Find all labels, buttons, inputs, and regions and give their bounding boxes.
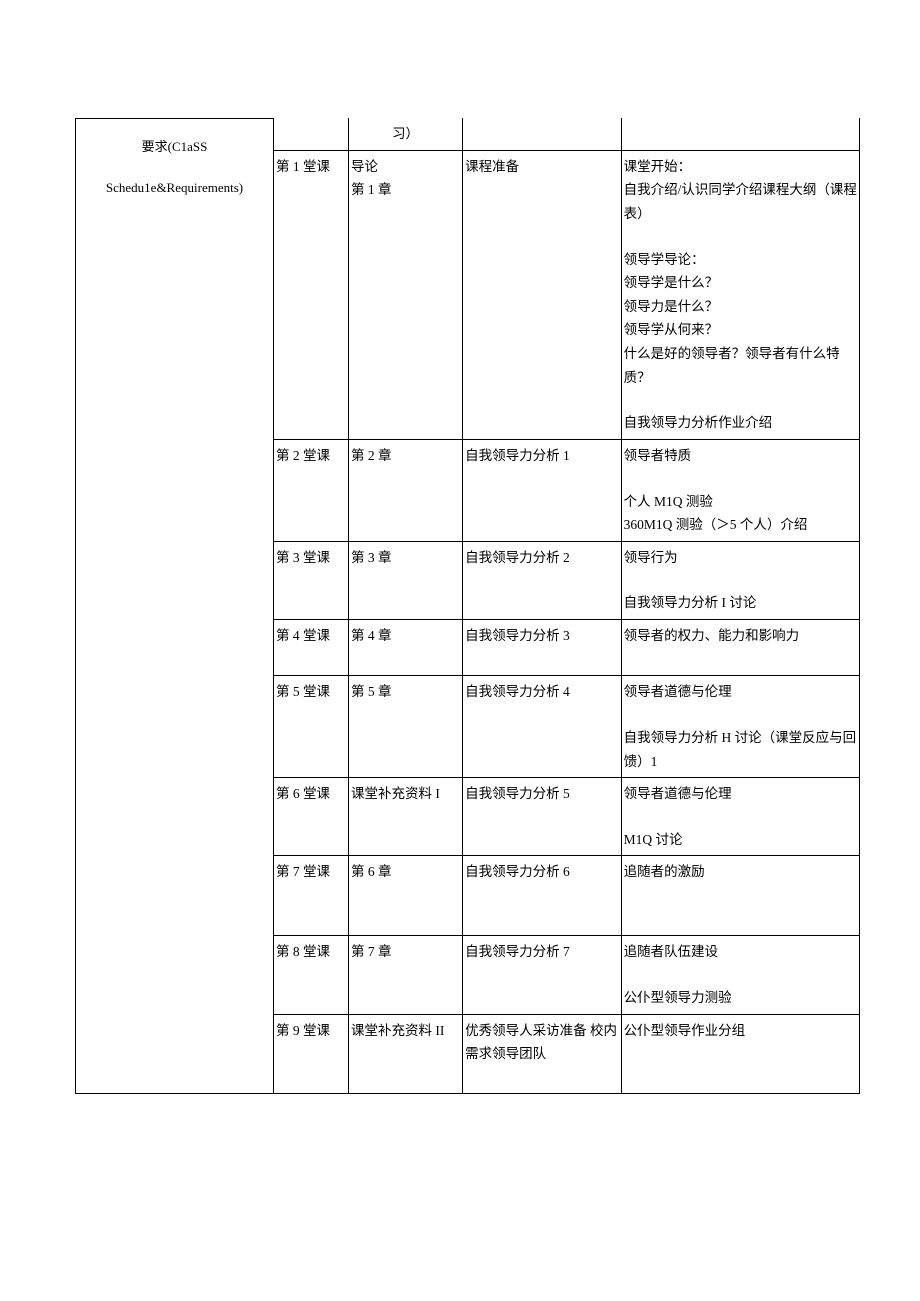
content-cell: 领导行为自我领导力分析 I 讨论	[621, 541, 859, 619]
content-line: 公仆型领导力测验	[624, 986, 857, 1010]
session-cell: 第 4 堂课	[274, 620, 348, 676]
left-label-line1: 要求(C1aSS	[80, 137, 269, 158]
content-line: 自我介绍/认识同学介绍课程大纲（课程表）	[624, 178, 857, 225]
header-blank-3	[463, 118, 622, 150]
content-cell: 领导者特质个人 M1Q 测验360M1Q 测验（＞5 个人）介绍	[621, 439, 859, 541]
content-line: 公仆型领导作业分组	[624, 1019, 857, 1043]
header-practice-cell: 习）	[348, 118, 462, 150]
session-cell: 第 1 堂课	[274, 150, 348, 439]
schedule-table-wrapper: 习）第 1 堂课导论第 1 章课程准备课堂开始：自我介绍/认识同学介绍课程大纲（…	[273, 118, 860, 1094]
table-row: 第 8 堂课第 7 章自我领导力分析 7追随者队伍建设公仆型领导力测验	[274, 936, 859, 1014]
table-row: 第 7 堂课第 6 章自我领导力分析 6追随者的激励	[274, 856, 859, 936]
content-line: 追随者队伍建设	[624, 940, 857, 964]
table-row: 第 1 堂课导论第 1 章课程准备课堂开始：自我介绍/认识同学介绍课程大纲（课程…	[274, 150, 859, 439]
reading-cell: 第 3 章	[348, 541, 462, 619]
header-blank-1	[274, 118, 348, 150]
content-line: 追随者的激励	[624, 860, 857, 884]
content-line: 领导者特质	[624, 444, 857, 468]
assignment-cell: 自我领导力分析 6	[463, 856, 622, 936]
content-line: 领导学从何来？	[624, 318, 857, 342]
content-line: 个人 M1Q 测验	[624, 490, 857, 514]
content-line: 领导者道德与伦理	[624, 782, 857, 806]
content-line: 领导力是什么？	[624, 295, 857, 319]
left-label-line2: Schedu1e&Requirements)	[80, 178, 269, 199]
content-cell: 公仆型领导作业分组	[621, 1014, 859, 1094]
session-cell: 第 5 堂课	[274, 676, 348, 778]
session-cell: 第 2 堂课	[274, 439, 348, 541]
left-label-column: 要求(C1aSS Schedu1e&Requirements)	[75, 118, 273, 1094]
assignment-cell: 自我领导力分析 1	[463, 439, 622, 541]
assignment-cell: 自我领导力分析 2	[463, 541, 622, 619]
assignment-cell: 自我领导力分析 3	[463, 620, 622, 676]
content-line: 自我领导力分析 H 讨论（课堂反应与回馈）1	[624, 726, 857, 773]
table-row: 第 6 堂课课堂补充资料 I自我领导力分析 5领导者道德与伦理 M1Q 讨论	[274, 778, 859, 856]
schedule-container: 要求(C1aSS Schedu1e&Requirements) 习）第 1 堂课…	[75, 118, 860, 1094]
session-cell: 第 8 堂课	[274, 936, 348, 1014]
content-line: 360M1Q 测验（＞5 个人）介绍	[624, 513, 857, 537]
content-cell: 领导者道德与伦理自我领导力分析 H 讨论（课堂反应与回馈）1	[621, 676, 859, 778]
content-line	[624, 1066, 857, 1090]
table-row: 第 5 堂课第 5 章自我领导力分析 4领导者道德与伦理自我领导力分析 H 讨论…	[274, 676, 859, 778]
content-line	[624, 648, 857, 672]
reading-cell: 第 4 章	[348, 620, 462, 676]
reading-cell: 第 5 章	[348, 676, 462, 778]
content-line: 课堂开始：	[624, 155, 857, 179]
reading-cell: 导论第 1 章	[348, 150, 462, 439]
content-line: M1Q 讨论	[624, 828, 857, 852]
content-cell: 课堂开始：自我介绍/认识同学介绍课程大纲（课程表）领导学导论：领导学是什么？领导…	[621, 150, 859, 439]
content-line: 领导者的权力、能力和影响力	[624, 624, 857, 648]
reading-cell: 第 2 章	[348, 439, 462, 541]
session-cell: 第 9 堂课	[274, 1014, 348, 1094]
content-line	[624, 884, 857, 908]
content-line	[624, 908, 857, 932]
content-cell: 领导者的权力、能力和影响力	[621, 620, 859, 676]
reading-cell: 第 6 章	[348, 856, 462, 936]
session-cell: 第 3 堂课	[274, 541, 348, 619]
content-line: 领导者道德与伦理	[624, 680, 857, 704]
assignment-cell: 课程准备	[463, 150, 622, 439]
header-blank-4	[621, 118, 859, 150]
assignment-cell: 优秀领导人采访准备 校内需求领导团队	[463, 1014, 622, 1094]
assignment-cell: 自我领导力分析 5	[463, 778, 622, 856]
assignment-cell: 自我领导力分析 7	[463, 936, 622, 1014]
content-line: 领导学是什么？	[624, 271, 857, 295]
table-row: 第 3 堂课第 3 章自我领导力分析 2领导行为自我领导力分析 I 讨论	[274, 541, 859, 619]
reading-cell: 课堂补充资料 I	[348, 778, 462, 856]
schedule-table: 习）第 1 堂课导论第 1 章课程准备课堂开始：自我介绍/认识同学介绍课程大纲（…	[274, 118, 859, 1094]
content-cell: 追随者队伍建设公仆型领导力测验	[621, 936, 859, 1014]
table-row: 第 9 堂课课堂补充资料 II优秀领导人采访准备 校内需求领导团队公仆型领导作业…	[274, 1014, 859, 1094]
session-cell: 第 6 堂课	[274, 778, 348, 856]
content-cell: 领导者道德与伦理 M1Q 讨论	[621, 778, 859, 856]
content-line: 领导行为	[624, 546, 857, 570]
table-row: 第 4 堂课第 4 章自我领导力分析 3领导者的权力、能力和影响力	[274, 620, 859, 676]
content-line: 自我领导力分析作业介绍	[624, 411, 857, 435]
table-row: 第 2 堂课第 2 章自我领导力分析 1领导者特质个人 M1Q 测验360M1Q…	[274, 439, 859, 541]
reading-cell: 第 7 章	[348, 936, 462, 1014]
content-line: 领导学导论：	[624, 248, 857, 272]
content-line	[624, 1042, 857, 1066]
assignment-cell: 自我领导力分析 4	[463, 676, 622, 778]
content-line: 什么是好的领导者？领导者有什么特质？	[624, 342, 857, 389]
reading-cell: 课堂补充资料 II	[348, 1014, 462, 1094]
content-line: 自我领导力分析 I 讨论	[624, 591, 857, 615]
content-cell: 追随者的激励	[621, 856, 859, 936]
session-cell: 第 7 堂课	[274, 856, 348, 936]
